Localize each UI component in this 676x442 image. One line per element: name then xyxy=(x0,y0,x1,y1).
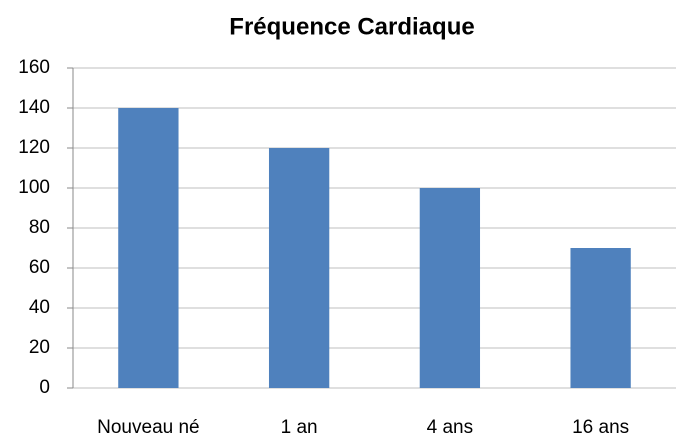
chart-title: Fréquence Cardiaque xyxy=(229,13,474,40)
x-tick-label: 4 ans xyxy=(427,417,473,438)
bar xyxy=(570,248,631,388)
y-tick-label: 0 xyxy=(39,377,50,398)
y-tick-label: 60 xyxy=(29,257,50,278)
y-tick-label: 40 xyxy=(29,297,50,318)
x-tick-label: 1 an xyxy=(281,417,318,438)
y-tick-label: 140 xyxy=(18,97,50,118)
y-tick-label: 20 xyxy=(29,337,50,358)
x-tick-label: 16 ans xyxy=(572,417,629,438)
y-tick-label: 120 xyxy=(18,137,50,158)
y-tick-label: 160 xyxy=(18,57,50,78)
y-tick-label: 80 xyxy=(29,217,50,238)
x-tick-label: Nouveau né xyxy=(97,417,199,438)
bar xyxy=(118,108,179,388)
bar xyxy=(268,148,330,388)
y-tick-label: 100 xyxy=(18,177,50,198)
bar xyxy=(419,188,481,388)
